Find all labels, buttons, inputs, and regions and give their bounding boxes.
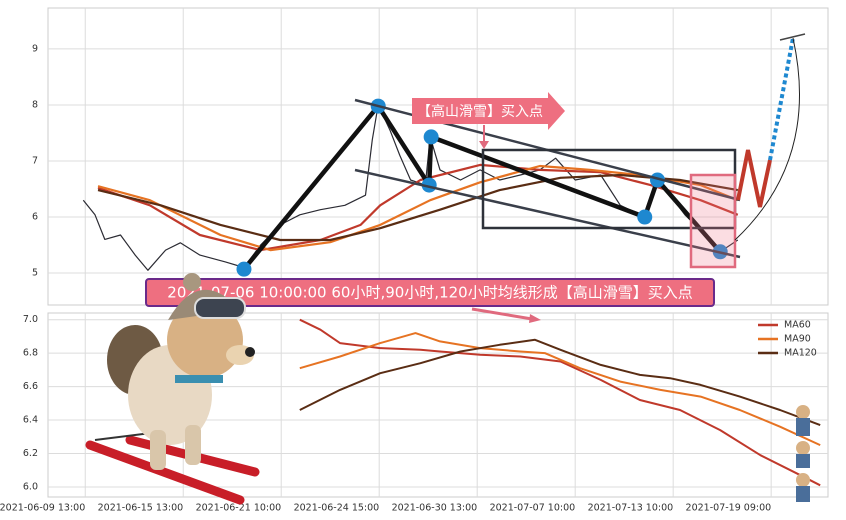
nose [245,347,255,357]
projection-red [736,149,772,208]
series-line [299,332,821,447]
mini-body [796,486,810,502]
y-tick-label: 9 [32,43,38,54]
banner-arrow-head [529,314,541,323]
top-panel [47,7,829,306]
pattern-point [649,172,665,188]
series-line [299,318,821,487]
x-tick-label: 2021-06-30 13:00 [392,503,478,514]
mini-head [796,405,810,419]
scarf [175,375,223,383]
x-tick-label: 2021-06-24 15:00 [294,503,380,514]
y-tick-label: 6.8 [23,348,38,359]
pompom [183,273,201,291]
legend-label: MA60 [784,320,811,331]
buy-label-arrow [412,92,565,130]
y-tick-label: 7.0 [23,314,38,325]
banner: 2021-07-06 10:00:00 60小时,90小时,120小时均线形成【… [145,278,715,323]
y-tick-label: 6.0 [23,481,38,492]
banner-text: 2021-07-06 10:00:00 60小时,90小时,120小时均线形成【… [167,284,692,302]
pattern-point [637,209,653,225]
buy-label: 【高山滑雪】买入点 [412,92,565,130]
ski [85,440,245,505]
buy-box [689,173,737,269]
buy-label-text: 【高山滑雪】买入点 [417,103,543,120]
y-tick-label: 8 [32,99,38,110]
channel-lower [354,168,741,259]
y-tick-label: 6 [32,212,38,223]
x-tick-label: 2021-06-09 13:00 [0,503,85,514]
x-tick-label: 2021-06-15 13:00 [98,503,184,514]
head [167,302,243,378]
pattern-point [236,261,252,277]
goggles [194,297,246,319]
banner-box [145,278,715,307]
leg [150,430,166,470]
projection-arc [734,37,800,241]
series-line [299,338,821,427]
legend-label: MA90 [784,334,811,345]
mini-body [796,418,810,436]
y-tick-label: 6.2 [23,448,38,459]
dog-illustration [85,273,260,505]
y-tick-label: 7 [32,155,38,166]
mini-head [796,441,810,455]
leg [185,425,201,465]
pointer-head [479,141,489,149]
x-tick-label: 2021-07-07 10:00 [490,503,576,514]
pattern-point [423,129,439,145]
y-tick-label: 6.6 [23,381,38,392]
banner-arrow [471,307,533,321]
mini-figures [796,405,810,502]
x-tick-label: 2021-06-21 10:00 [196,503,282,514]
mini-head [796,473,810,487]
projection-tip [779,33,806,41]
mini-body [796,454,810,468]
x-tick-label: 2021-07-13 10:00 [588,503,674,514]
x-tick-label: 2021-07-19 09:00 [686,503,772,514]
y-tick-label: 5 [32,268,38,279]
series-line [97,173,738,242]
legend-label: MA120 [784,348,817,359]
y-tick-label: 6.4 [23,415,38,426]
series-line [97,163,739,252]
